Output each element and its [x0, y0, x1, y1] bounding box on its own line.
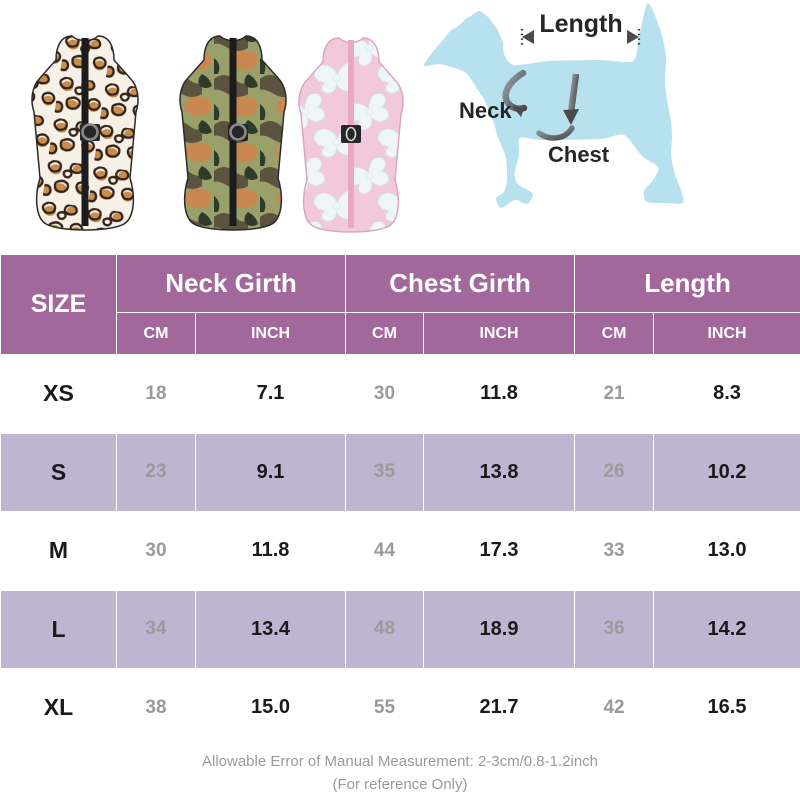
svg-text:Chest: Chest — [548, 142, 610, 167]
svg-text:Length: Length — [539, 10, 622, 38]
svg-text:Neck: Neck — [459, 98, 512, 123]
